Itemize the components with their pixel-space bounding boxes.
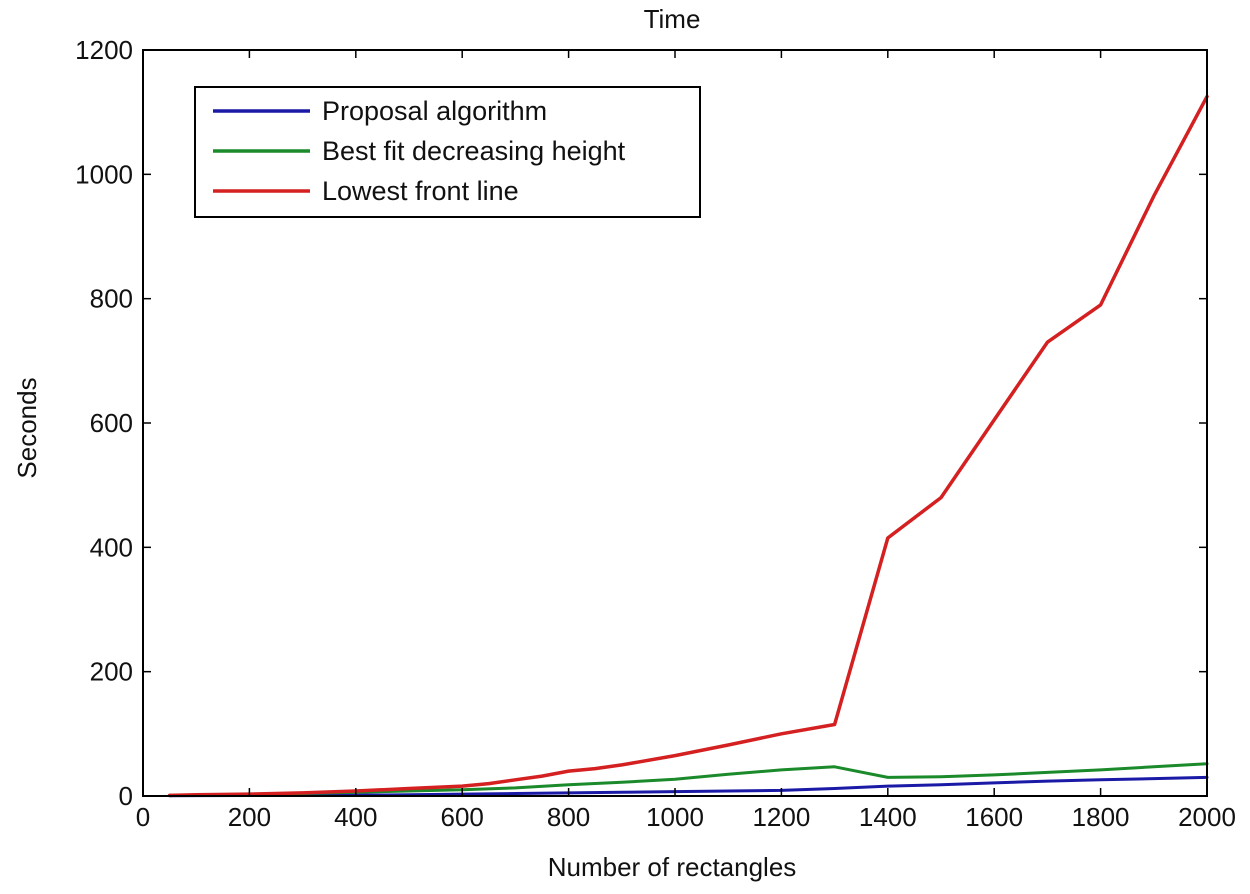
- x-tick-label: 1800: [1072, 802, 1130, 832]
- y-tick-label: 0: [119, 781, 133, 811]
- x-tick-label: 200: [228, 802, 271, 832]
- legend-label-lowest-front-line: Lowest front line: [322, 176, 519, 206]
- x-tick-label: 600: [441, 802, 484, 832]
- x-tick-label: 1200: [752, 802, 810, 832]
- x-tick-label: 1400: [859, 802, 917, 832]
- y-axis-label: Seconds: [12, 377, 42, 478]
- y-tick-label: 1000: [75, 159, 133, 189]
- x-tick-label: 0: [136, 802, 150, 832]
- y-tick-label: 400: [90, 532, 133, 562]
- y-tick-label: 200: [90, 657, 133, 687]
- x-tick-label: 400: [334, 802, 377, 832]
- plot-area-frame: [142, 49, 1208, 797]
- series-line-lowest-front-line: [167, 94, 1209, 798]
- y-tick-label: 1200: [75, 35, 133, 65]
- x-axis-label: Number of rectangles: [548, 852, 797, 882]
- legend: Proposal algorithm Best fit decreasing he…: [194, 86, 701, 218]
- chart-title: Time: [644, 4, 701, 34]
- x-tick-label: 1600: [965, 802, 1023, 832]
- legend-label-best-fit-decreasing-height: Best fit decreasing height: [322, 136, 626, 166]
- legend-label-proposal-algorithm: Proposal algorithm: [322, 96, 547, 126]
- x-tick-label: 2000: [1178, 802, 1236, 832]
- x-tick-label: 800: [547, 802, 590, 832]
- tick-layer: 0 200 400 600 800 1000 1200 1400 1600 1800 2000 0 20…: [75, 35, 1236, 832]
- y-tick-label: 600: [90, 408, 133, 438]
- x-tick-label: 1000: [646, 802, 704, 832]
- y-tick-label: 800: [90, 284, 133, 314]
